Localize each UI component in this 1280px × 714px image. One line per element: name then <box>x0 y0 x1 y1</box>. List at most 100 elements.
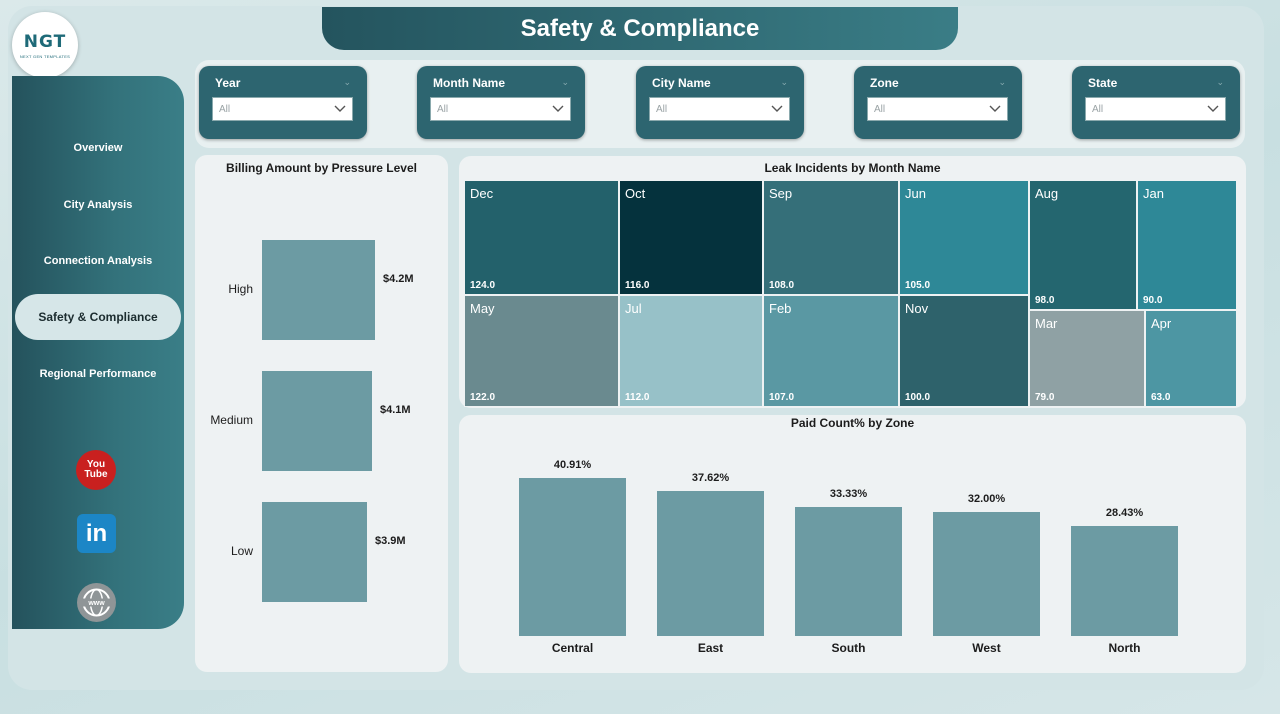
treemap-tile-label: May <box>470 301 495 316</box>
billing-value-label: $4.2M <box>383 273 414 285</box>
treemap-tile-mar[interactable]: Mar 79.0 <box>1029 310 1145 407</box>
treemap-tile-label: Aug <box>1035 186 1059 201</box>
zone-bar-south[interactable] <box>795 507 902 636</box>
nav-item-safety-compliance[interactable]: Safety & Compliance <box>15 294 181 340</box>
zone-category-label: Central <box>551 641 594 655</box>
chevron-down-icon[interactable]: ⌄ <box>1216 77 1224 87</box>
globe-icon[interactable]: www <box>77 583 116 622</box>
filter-value: All <box>437 104 449 115</box>
paid-chart-card: Paid Count% by Zone 40.91% Central 37.62% E… <box>459 415 1246 673</box>
filter-dropdown[interactable]: All <box>867 97 1008 121</box>
treemap-tile-value: 105.0 <box>905 280 931 291</box>
zone-value-label: 37.62% <box>691 472 730 484</box>
treemap-tile-label: Jun <box>905 186 926 201</box>
linkedin-icon-text: in <box>85 519 108 547</box>
filter-value: All <box>219 104 231 115</box>
zone-category-label: East <box>697 641 724 655</box>
chevron-down-icon[interactable]: ⌄ <box>343 77 351 87</box>
globe-icon-text: www <box>87 600 105 607</box>
billing-category-label: Medium <box>210 413 253 427</box>
treemap-tile-aug[interactable]: Aug 98.0 <box>1029 180 1137 310</box>
nav-item-regional-performance[interactable]: Regional Performance <box>39 368 157 380</box>
logo-text: NGT <box>23 31 67 52</box>
nav-item-connection-analysis[interactable]: Connection Analysis <box>43 255 153 267</box>
youtube-icon[interactable]: You Tube <box>76 450 116 490</box>
treemap-tile-jun[interactable]: Jun 105.0 <box>899 180 1029 295</box>
chevron-down-icon[interactable]: ⌄ <box>998 77 1006 87</box>
logo-subtitle: NEXT GEN TEMPLATES <box>19 53 71 59</box>
zone-value-label: 33.33% <box>829 488 868 500</box>
treemap-tile-nov[interactable]: Nov 100.0 <box>899 295 1029 407</box>
chevron-down-icon <box>989 105 1001 112</box>
filter-dropdown[interactable]: All <box>649 97 790 121</box>
zone-bar-west[interactable] <box>933 512 1040 636</box>
billing-chart-title: Billing Amount by Pressure Level <box>226 161 417 175</box>
treemap-tile-label: Oct <box>625 186 646 201</box>
treemap-tile-label: Jul <box>625 301 642 316</box>
treemap-tile-dec[interactable]: Dec 124.0 <box>464 180 619 295</box>
zone-bar-east[interactable] <box>657 491 764 636</box>
zone-bar-central[interactable] <box>519 478 626 636</box>
nav-item-overview[interactable]: Overview <box>73 142 123 154</box>
treemap-tile-value: 107.0 <box>769 392 795 403</box>
treemap-tile-label: Sep <box>769 186 793 201</box>
filter-label: City Name <box>652 76 711 90</box>
billing-bar[interactable] <box>262 502 367 602</box>
treemap-tile-value: 100.0 <box>905 392 931 403</box>
billing-value-label: $3.9M <box>375 535 406 547</box>
treemap-tile-sep[interactable]: Sep 108.0 <box>763 180 899 295</box>
treemap-tile-label: Jan <box>1143 186 1164 201</box>
filter-year: Year ⌄ All <box>199 66 367 139</box>
chevron-down-icon[interactable]: ⌄ <box>561 77 569 87</box>
billing-category-label: Low <box>230 544 253 558</box>
treemap-tile-jan[interactable]: Jan 90.0 <box>1137 180 1237 310</box>
paid-chart-title: Paid Count% by Zone <box>790 416 915 430</box>
filter-label: Year <box>215 76 241 90</box>
chevron-down-icon <box>1207 105 1219 112</box>
filter-dropdown[interactable]: All <box>430 97 571 121</box>
chevron-down-icon[interactable]: ⌄ <box>780 77 788 87</box>
treemap-tile-value: 79.0 <box>1035 392 1055 403</box>
filter-dropdown[interactable]: All <box>1085 97 1226 121</box>
zone-value-label: 28.43% <box>1105 507 1144 519</box>
billing-bar[interactable] <box>262 240 375 340</box>
treemap-tile-oct[interactable]: Oct 116.0 <box>619 180 763 295</box>
treemap-tile-label: Dec <box>470 186 494 201</box>
treemap-tile-feb[interactable]: Feb 107.0 <box>763 295 899 407</box>
filter-label: Zone <box>870 76 899 90</box>
billing-value-label: $4.1M <box>380 404 411 416</box>
chevron-down-icon <box>552 105 564 112</box>
treemap-tile-value: 122.0 <box>470 392 496 403</box>
treemap-tile-value: 90.0 <box>1143 295 1163 306</box>
globe-icon-graphic: www <box>82 588 111 617</box>
chevron-down-icon <box>334 105 346 112</box>
filter-dropdown[interactable]: All <box>212 97 353 121</box>
leak-chart-title: Leak Incidents by Month Name <box>764 161 941 175</box>
zone-category-label: West <box>972 641 1001 655</box>
treemap-tile-jul[interactable]: Jul 112.0 <box>619 295 763 407</box>
treemap-tile-label: Nov <box>905 301 929 316</box>
treemap-tile-value: 108.0 <box>769 280 795 291</box>
filter-value: All <box>874 104 886 115</box>
treemap-tile-value: 112.0 <box>625 392 650 403</box>
zone-value-label: 40.91% <box>553 459 592 471</box>
title-bar: Safety & Compliance <box>322 7 958 50</box>
zone-bar-north[interactable] <box>1071 526 1178 636</box>
filter-value: All <box>1092 104 1104 115</box>
filter-zone: Zone ⌄ All <box>854 66 1022 139</box>
filter-value: All <box>656 104 668 115</box>
treemap-tile-label: Apr <box>1151 316 1172 331</box>
zone-category-label: South <box>831 641 866 655</box>
filter-label: State <box>1088 76 1118 90</box>
zone-value-label: 32.00% <box>967 493 1006 505</box>
treemap-tile-apr[interactable]: Apr 63.0 <box>1145 310 1237 407</box>
youtube-icon-text: You Tube <box>84 459 108 480</box>
zone-category-label: North <box>1108 641 1141 655</box>
treemap-tile-may[interactable]: May 122.0 <box>464 295 619 407</box>
linkedin-icon[interactable]: in <box>77 514 116 553</box>
treemap-tile-value: 63.0 <box>1151 392 1171 403</box>
treemap-tile-value: 116.0 <box>625 280 650 291</box>
treemap-tile-label: Mar <box>1035 316 1058 331</box>
nav-item-city-analysis[interactable]: City Analysis <box>63 199 133 211</box>
billing-bar[interactable] <box>262 371 372 471</box>
